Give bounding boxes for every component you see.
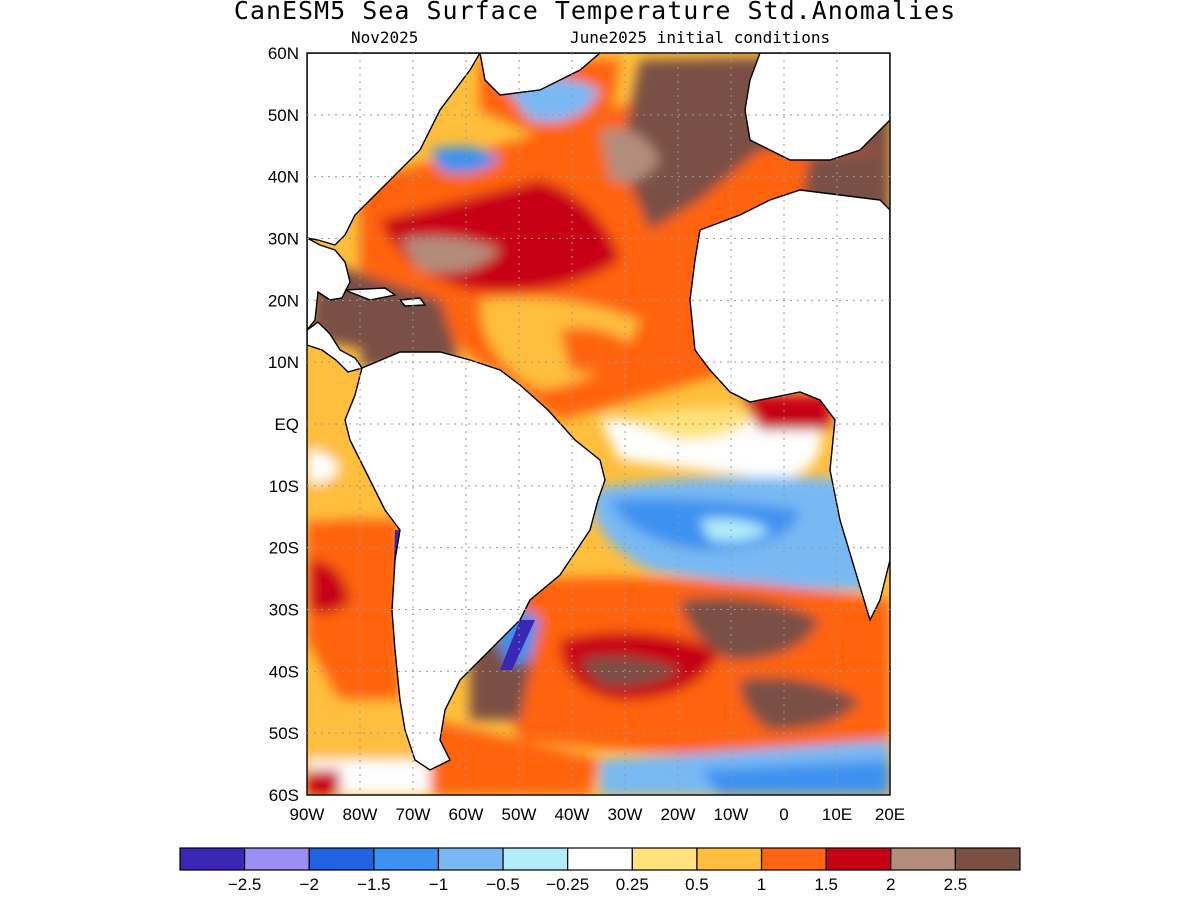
colorbar-label: 2.5 <box>944 875 968 894</box>
colorbar-label: 1 <box>757 875 766 894</box>
land-masses <box>307 53 890 771</box>
colorbar-swatch <box>567 847 633 871</box>
anomaly-field <box>307 53 890 795</box>
colorbar-swatch <box>760 847 827 871</box>
colorbar-swatch <box>825 847 892 871</box>
longitude-labels: 90W 80W 70W 60W 50W 40W 30W 20W 10W 0 10E 20E <box>290 805 906 824</box>
latitude-labels: 60N 50N 40N 30N 20N 10N EQ 10S 20S 30S 40S 50S 60S <box>268 44 299 805</box>
colorbar-swatch <box>696 847 763 871</box>
lat-tick-label: 10S <box>269 477 299 496</box>
lat-tick-label: 60S <box>269 786 299 805</box>
colorbar-swatch <box>890 847 956 871</box>
lon-tick-label: 40W <box>555 805 590 824</box>
colorbar-label: −0.5 <box>486 875 520 894</box>
colorbar-labels: −2.5 −2 −1.5 −1 −0.5 −0.25 0.25 0.5 1 1.5 2 2.5 <box>228 875 967 894</box>
lat-tick-label: 30N <box>268 230 299 249</box>
lat-tick-label: 20S <box>269 539 299 558</box>
colorbar-swatch <box>244 847 310 871</box>
colorbar-label: −1.5 <box>357 875 391 894</box>
colorbar-label: 1.5 <box>814 875 838 894</box>
lon-tick-label: 70W <box>396 805 431 824</box>
lon-tick-label: 90W <box>290 805 325 824</box>
colorbar-swatch <box>502 847 569 871</box>
lat-tick-label: 30S <box>269 601 299 620</box>
lat-tick-label: EQ <box>274 415 299 434</box>
lat-tick-label: 50S <box>269 724 299 743</box>
colorbar-label: 2 <box>886 875 895 894</box>
colorbar-swatch <box>954 847 1021 871</box>
colorbar-swatch <box>373 847 440 871</box>
map-title: CanESM5 Sea Surface Temperature Std.Anom… <box>233 0 957 25</box>
lon-tick-label: 80W <box>343 805 378 824</box>
colorbar-label: −2.5 <box>228 875 262 894</box>
lon-tick-label: 60W <box>449 805 484 824</box>
lon-tick-label: 50W <box>502 805 537 824</box>
colorbar-swatch <box>179 847 246 871</box>
lon-tick-label: 10W <box>714 805 749 824</box>
colorbar-swatch <box>631 847 698 871</box>
lon-tick-label: 20W <box>661 805 696 824</box>
lat-tick-label: 10N <box>268 353 299 372</box>
sst-anomaly-map: 60N 50N 40N 30N 20N 10N EQ 10S 20S 30S 40S 50S 60S 9… <box>268 44 906 824</box>
lat-tick-label: 60N <box>268 44 299 63</box>
lon-tick-label: 20E <box>875 805 905 824</box>
lat-tick-label: 50N <box>268 106 299 125</box>
colorbar-swatch <box>308 847 375 871</box>
colorbar-swatches <box>179 847 1021 871</box>
lat-tick-label: 40S <box>269 662 299 681</box>
graticule <box>307 53 890 795</box>
lon-tick-label: 0 <box>779 805 788 824</box>
colorbar-label: −2 <box>300 875 319 894</box>
lat-tick-label: 40N <box>268 168 299 187</box>
lat-tick-label: 20N <box>268 291 299 310</box>
forecast-month: Nov2025 <box>351 28 419 47</box>
lon-tick-label: 30W <box>608 805 643 824</box>
colorbar-swatch <box>437 847 504 871</box>
initial-conditions-label: June2025 initial conditions <box>570 28 831 47</box>
colorbar-label: −0.25 <box>546 875 589 894</box>
colorbar-label: 0.5 <box>685 875 709 894</box>
lon-tick-label: 10E <box>822 805 852 824</box>
colorbar-label: −1 <box>429 875 448 894</box>
colorbar-label: 0.25 <box>616 875 649 894</box>
